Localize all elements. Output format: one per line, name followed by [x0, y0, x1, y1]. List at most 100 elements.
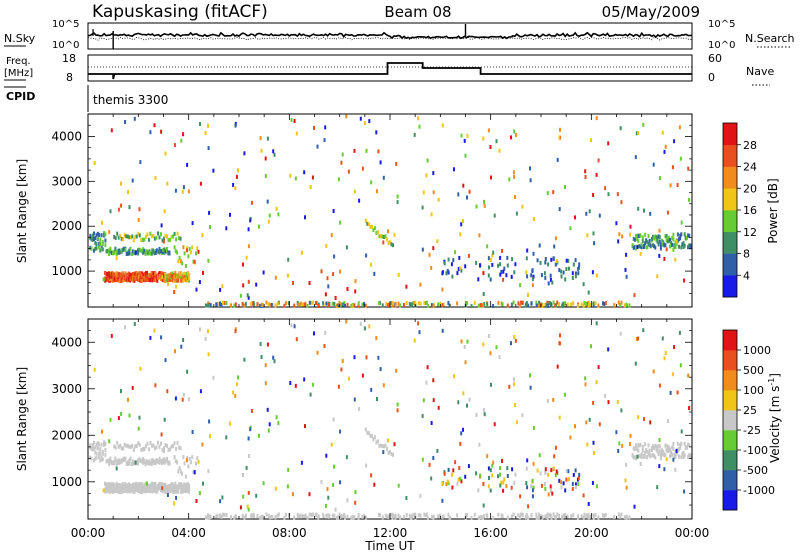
- scatter-point: [315, 300, 318, 305]
- scatter-point: [109, 209, 112, 214]
- scatter-point: [164, 249, 167, 254]
- scatter-point: [658, 253, 661, 258]
- scatter-point: [109, 246, 112, 251]
- scatter-point: [237, 375, 239, 380]
- scatter-point: [459, 441, 462, 446]
- scatter-point: [104, 452, 107, 457]
- scatter-point: [242, 283, 245, 288]
- scatter-point: [486, 454, 489, 459]
- scatter-point: [525, 466, 528, 471]
- scatter-point: [163, 417, 166, 422]
- scatter-point: [243, 515, 246, 520]
- scatter-point: [147, 272, 150, 277]
- scatter-point: [687, 455, 690, 459]
- scatter-point: [220, 514, 223, 519]
- velocity-ylabel: Slant Range [km]: [15, 367, 29, 471]
- scatter-point: [441, 498, 444, 503]
- scatter-point: [669, 183, 672, 188]
- scatter-point: [247, 454, 250, 458]
- scatter-point: [672, 247, 675, 252]
- scatter-point: [595, 116, 598, 121]
- scatter-point: [649, 243, 652, 248]
- scatter-point: [269, 515, 272, 520]
- scatter-point: [392, 452, 394, 457]
- scatter-point: [671, 452, 674, 457]
- scatter-point: [375, 130, 378, 135]
- scatter-point: [676, 390, 679, 395]
- scatter-point: [174, 489, 177, 494]
- scatter-point: [119, 460, 122, 465]
- scatter-point: [425, 512, 428, 517]
- scatter-point: [136, 488, 138, 493]
- scatter-point: [313, 331, 315, 336]
- scatter-point: [142, 484, 145, 489]
- scatter-point: [645, 447, 648, 452]
- scatter-point: [525, 513, 528, 517]
- scatter-point: [140, 238, 143, 243]
- scatter-point: [119, 272, 122, 277]
- scatter-point: [142, 460, 145, 465]
- scatter-point: [185, 482, 188, 487]
- scatter-point: [128, 458, 131, 463]
- scatter-point: [173, 290, 176, 294]
- scatter-point: [181, 397, 184, 402]
- xaxis-tick-label: 00:00: [675, 526, 710, 540]
- scatter-point: [143, 276, 146, 281]
- scatter-point: [670, 240, 673, 245]
- scatter-point: [161, 249, 163, 254]
- scatter-point: [333, 254, 336, 259]
- scatter-point: [514, 472, 517, 477]
- scatter-point: [589, 302, 592, 307]
- scatter-point: [176, 460, 179, 465]
- scatter-point: [239, 505, 242, 510]
- scatter-point: [311, 382, 314, 387]
- scatter-point: [405, 301, 408, 305]
- scatter-point: [396, 200, 399, 205]
- scatter-point: [419, 493, 422, 498]
- scatter-point: [661, 238, 663, 243]
- scatter-point: [243, 151, 246, 156]
- scatter-point: [108, 458, 111, 463]
- scatter-point: [159, 249, 162, 254]
- xaxis-tick-label: 04:00: [171, 526, 206, 540]
- scatter-point: [184, 474, 187, 479]
- scatter-point: [199, 327, 201, 332]
- scatter-point: [110, 333, 113, 338]
- scatter-point: [635, 456, 637, 461]
- scatter-point: [572, 473, 575, 477]
- scatter-point: [441, 123, 444, 128]
- scatter-point: [129, 457, 132, 462]
- scatter-point: [683, 278, 686, 283]
- scatter-point: [669, 447, 671, 452]
- scatter-point: [147, 483, 150, 488]
- scatter-point: [546, 515, 549, 520]
- scatter-point: [89, 455, 92, 460]
- scatter-point: [306, 515, 309, 520]
- scatter-point: [680, 429, 683, 434]
- scatter-point: [202, 481, 204, 486]
- scatter-point: [554, 445, 557, 450]
- scatter-point: [133, 322, 136, 326]
- scatter-point: [510, 485, 513, 490]
- scatter-point: [135, 444, 138, 448]
- scatter-point: [114, 247, 117, 252]
- scatter-point: [515, 420, 518, 425]
- scatter-point: [656, 449, 659, 454]
- scatter-point: [101, 240, 104, 245]
- scatter-point: [153, 251, 156, 256]
- scatter-point: [94, 246, 97, 251]
- colorbar-segment: [723, 490, 737, 511]
- scatter-point: [149, 278, 152, 283]
- scatter-point: [134, 250, 137, 255]
- scatter-point: [520, 300, 523, 305]
- scatter-point: [255, 282, 258, 287]
- scatter-point: [99, 447, 102, 452]
- scatter-point: [389, 240, 391, 245]
- scatter-point: [315, 512, 318, 517]
- scatter-point: [177, 469, 180, 474]
- scatter-point: [593, 450, 596, 455]
- colorbar-tick-label: 24: [743, 161, 757, 174]
- scatter-point: [650, 446, 653, 451]
- scatter-point: [175, 487, 178, 492]
- scatter-point: [586, 442, 589, 447]
